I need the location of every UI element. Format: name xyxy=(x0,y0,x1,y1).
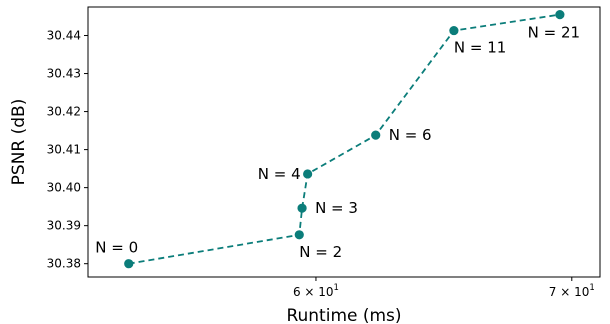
point-label: N = 0 xyxy=(95,239,138,257)
point-label: N = 6 xyxy=(389,126,432,144)
point-label: N = 21 xyxy=(528,24,580,42)
data-point xyxy=(297,203,307,213)
point-label: N = 3 xyxy=(315,199,358,217)
y-tick-label: 30.40 xyxy=(47,181,81,195)
point-labels: N = 0 N = 2 N = 3 N = 4 N = 6 N = 11 N = 21 xyxy=(95,24,580,261)
x-tick-label-base: 7 × 10 xyxy=(549,285,590,299)
y-tick-label: 30.42 xyxy=(47,105,81,119)
x-axis-ticks: 6 × 101 7 × 101 xyxy=(293,277,595,299)
plot-frame xyxy=(87,6,601,278)
data-point xyxy=(555,10,565,20)
x-tick-label-exponent: 1 xyxy=(334,283,339,293)
data-points xyxy=(124,10,565,269)
x-tick-label: 6 × 101 xyxy=(293,283,339,299)
x-tick-label-base: 6 × 10 xyxy=(293,285,334,299)
data-point xyxy=(371,130,381,140)
point-label: N = 11 xyxy=(454,39,506,57)
y-tick-label: 30.44 xyxy=(47,29,81,43)
point-label: N = 2 xyxy=(299,243,342,261)
data-point xyxy=(449,25,459,36)
y-tick-label: 30.43 xyxy=(47,67,81,81)
y-axis-label: PSNR (dB) xyxy=(9,99,29,186)
x-tick-label-exponent: 1 xyxy=(589,283,594,293)
data-point xyxy=(124,259,134,269)
y-tick-label: 30.39 xyxy=(47,219,81,233)
data-point xyxy=(303,169,313,179)
x-axis-label: Runtime (ms) xyxy=(286,306,401,324)
point-label: N = 4 xyxy=(258,165,301,183)
y-axis-ticks: 30.38 30.39 30.40 30.41 30.42 30.43 30.44 xyxy=(47,29,88,271)
data-point xyxy=(294,230,304,240)
y-tick-label: 30.38 xyxy=(47,257,81,271)
x-tick-label: 7 × 101 xyxy=(549,283,595,299)
y-tick-label: 30.41 xyxy=(47,143,81,157)
